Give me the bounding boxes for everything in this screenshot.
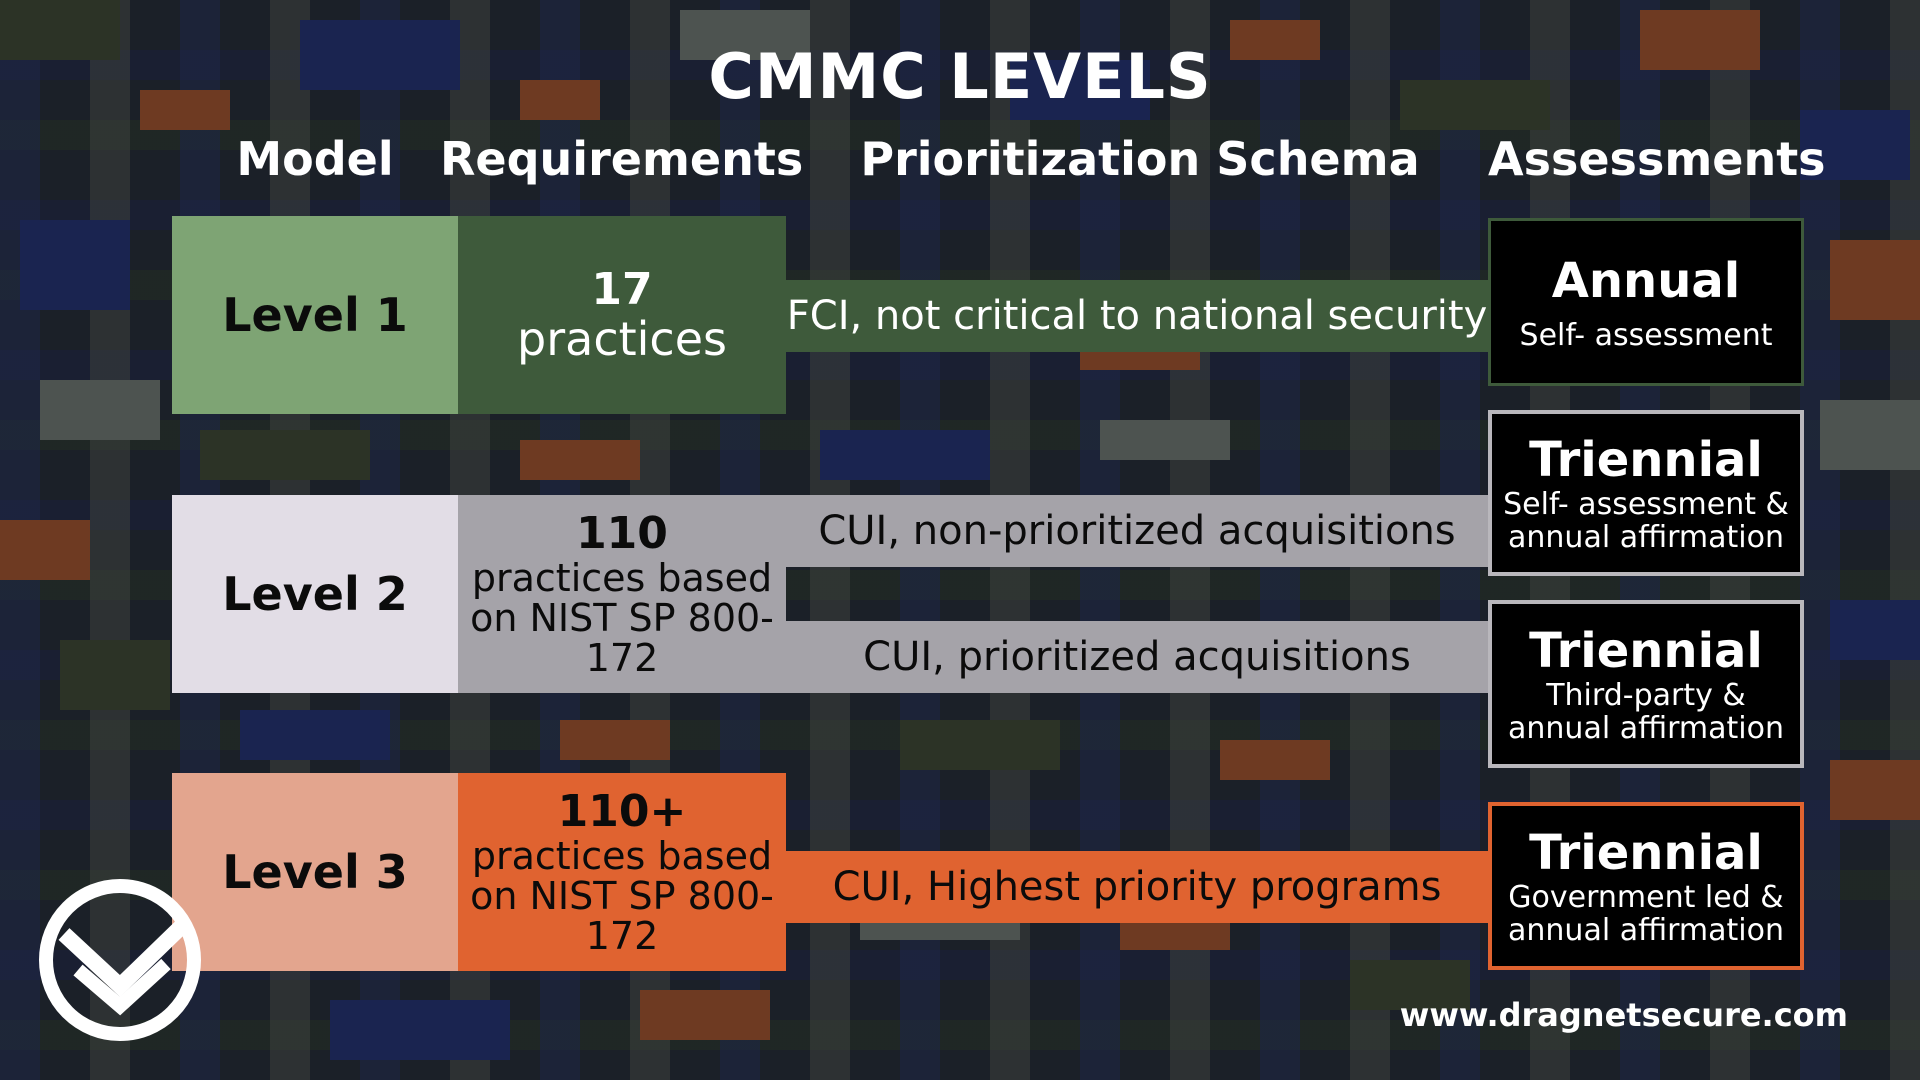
level-2-practice-text: practices based on NIST SP 800-172 bbox=[470, 556, 774, 680]
level-1-requirements-cell: 17 practices bbox=[458, 216, 786, 414]
header-requirements: Requirements bbox=[440, 132, 804, 186]
assessment-description: Self- assessment & annual affirmation bbox=[1503, 487, 1789, 555]
level-2-schema-bar-prioritized: CUI, prioritized acquisitions bbox=[786, 621, 1488, 693]
level-1-practice-text: practices bbox=[517, 312, 727, 366]
check-shield-logo-icon bbox=[39, 879, 201, 1041]
page-title: CMMC LEVELS bbox=[708, 40, 1212, 113]
assessment-title: Triennial bbox=[1529, 825, 1763, 881]
level-2-practice-count: 110 bbox=[576, 508, 668, 559]
level-3-schema-bar: CUI, Highest priority programs bbox=[786, 851, 1488, 923]
assessment-title: Triennial bbox=[1529, 623, 1763, 679]
level-3-practice-text: practices based on NIST SP 800-172 bbox=[470, 834, 774, 958]
assessment-title: Annual bbox=[1551, 252, 1741, 309]
level-2-schema-bar-non-prioritized: CUI, non-prioritized acquisitions bbox=[786, 495, 1488, 567]
level-2-model-cell: Level 2 bbox=[172, 495, 458, 693]
header-prioritization-schema: Prioritization Schema bbox=[860, 132, 1420, 186]
level-3-requirements-cell: 110+ practices based on NIST SP 800-172 bbox=[458, 773, 786, 971]
assessment-box-level-2-third-party: Triennial Third-party & annual affirmati… bbox=[1488, 600, 1804, 768]
assessment-title: Triennial bbox=[1529, 432, 1763, 488]
assessment-description: Third-party & annual affirmation bbox=[1508, 678, 1784, 746]
assessment-description: Self- assessment bbox=[1519, 317, 1773, 353]
level-3-model-cell: Level 3 bbox=[172, 773, 458, 971]
level-2-requirements-cell: 110 practices based on NIST SP 800-172 bbox=[458, 495, 786, 693]
level-3-practice-count: 110+ bbox=[557, 786, 687, 837]
assessment-box-level-2-self: Triennial Self- assessment & annual affi… bbox=[1488, 410, 1804, 576]
level-1-practice-count: 17 bbox=[591, 264, 653, 315]
header-model: Model bbox=[236, 132, 394, 186]
assessment-box-level-1: Annual Self- assessment bbox=[1488, 218, 1804, 386]
assessment-description: Government led & annual affirmation bbox=[1508, 880, 1784, 948]
assessment-box-level-3: Triennial Government led & annual affirm… bbox=[1488, 802, 1804, 970]
level-1-model-cell: Level 1 bbox=[172, 216, 458, 414]
level-1-schema-bar: FCI, not critical to national security bbox=[786, 280, 1488, 352]
website-url[interactable]: www.dragnetsecure.com bbox=[1399, 996, 1848, 1034]
header-assessments: Assessments bbox=[1488, 132, 1826, 186]
